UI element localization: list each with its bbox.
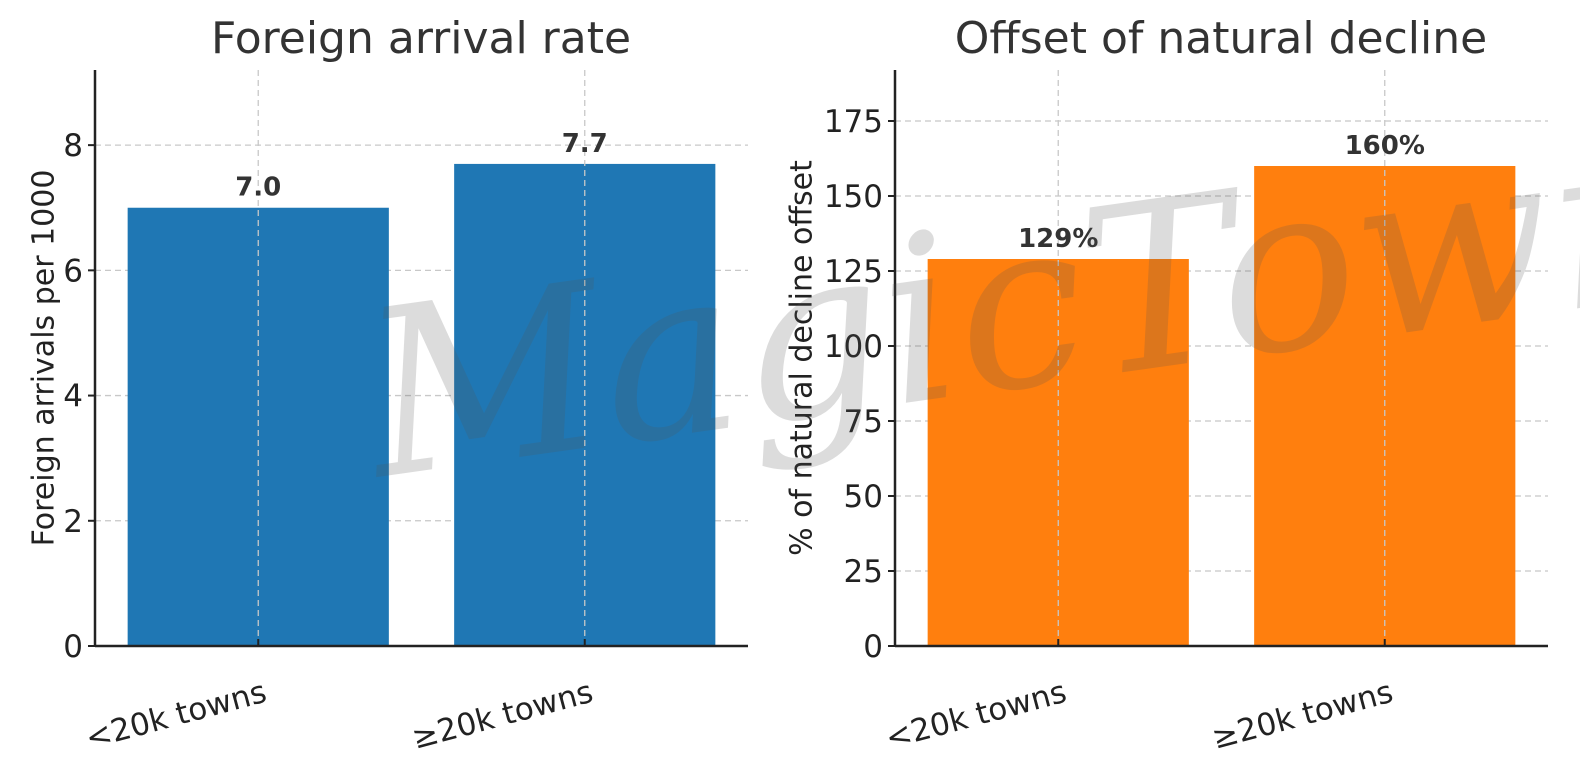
y-axis-label: Foreign arrivals per 1000 (27, 170, 62, 547)
bar-value-label: 7.7 (562, 129, 608, 159)
y-tick-label: 50 (844, 479, 883, 515)
y-tick-label: 0 (63, 629, 83, 665)
chart-title: Offset of natural decline (955, 13, 1487, 64)
y-tick-label: 2 (63, 504, 83, 540)
y-tick-label: 25 (844, 554, 883, 590)
x-tick-label-20k-towns: ≥20k towns (408, 674, 597, 757)
y-tick-label: 6 (63, 253, 83, 289)
bar-value-label: 129% (1018, 224, 1098, 254)
x-tick-label-20k-towns: <20k towns (82, 674, 271, 757)
y-tick-label: 0 (863, 629, 883, 665)
y-tick-label: 175 (824, 104, 883, 140)
x-tick-label-20k-towns: ≥20k towns (1208, 674, 1397, 757)
chart-panel-natural-decline-offset: 129% 160% 0 25 50 75 100 125 150 175 <20k towns ≥20… (785, 13, 1548, 757)
bar-value-label: 7.0 (235, 173, 281, 203)
bar-value-label: 160% (1345, 131, 1425, 161)
y-tick-label: 8 (63, 128, 83, 164)
chart-title: Foreign arrival rate (211, 13, 631, 64)
y-tick-label: 150 (824, 179, 883, 215)
y-axis-label: % of natural decline offset (785, 160, 820, 556)
y-tick-label: 100 (824, 329, 883, 365)
y-tick-label: 125 (824, 254, 883, 290)
x-tick-label-20k-towns: <20k towns (882, 674, 1071, 757)
y-tick-label: 4 (63, 379, 83, 415)
y-tick-label: 75 (844, 404, 883, 440)
